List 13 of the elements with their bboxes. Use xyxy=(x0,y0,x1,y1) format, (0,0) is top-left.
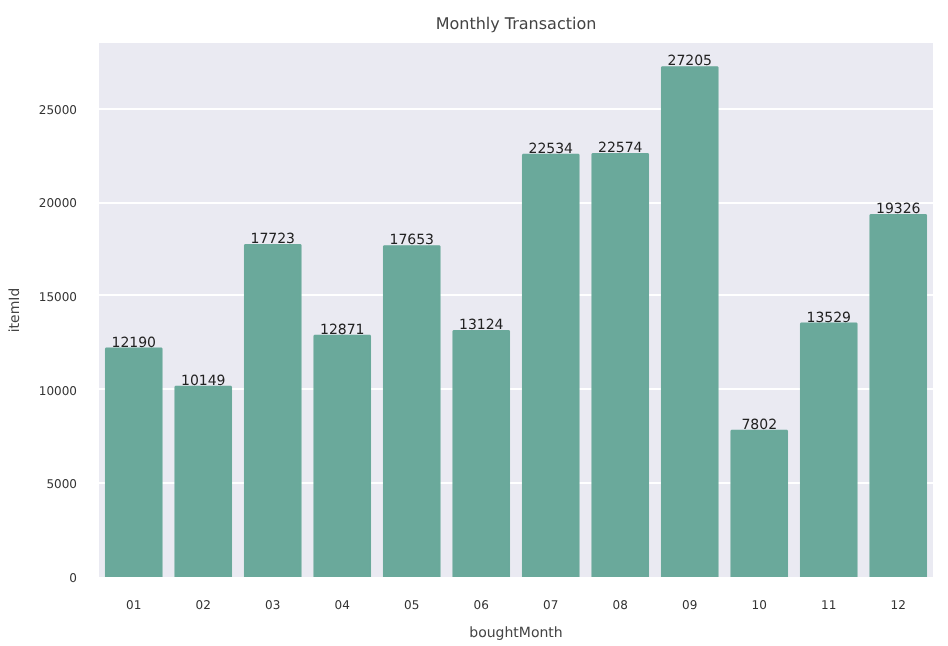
bar xyxy=(243,243,302,577)
bar xyxy=(313,334,372,577)
bar xyxy=(730,429,789,577)
bar xyxy=(799,322,858,577)
bar xyxy=(452,330,511,577)
bar xyxy=(660,66,719,577)
chart-title: Monthly Transaction xyxy=(435,15,597,33)
bar xyxy=(174,385,233,577)
bar xyxy=(521,153,580,577)
bar xyxy=(104,347,163,577)
bar xyxy=(382,245,441,577)
bar xyxy=(591,153,650,577)
bar xyxy=(869,213,928,577)
